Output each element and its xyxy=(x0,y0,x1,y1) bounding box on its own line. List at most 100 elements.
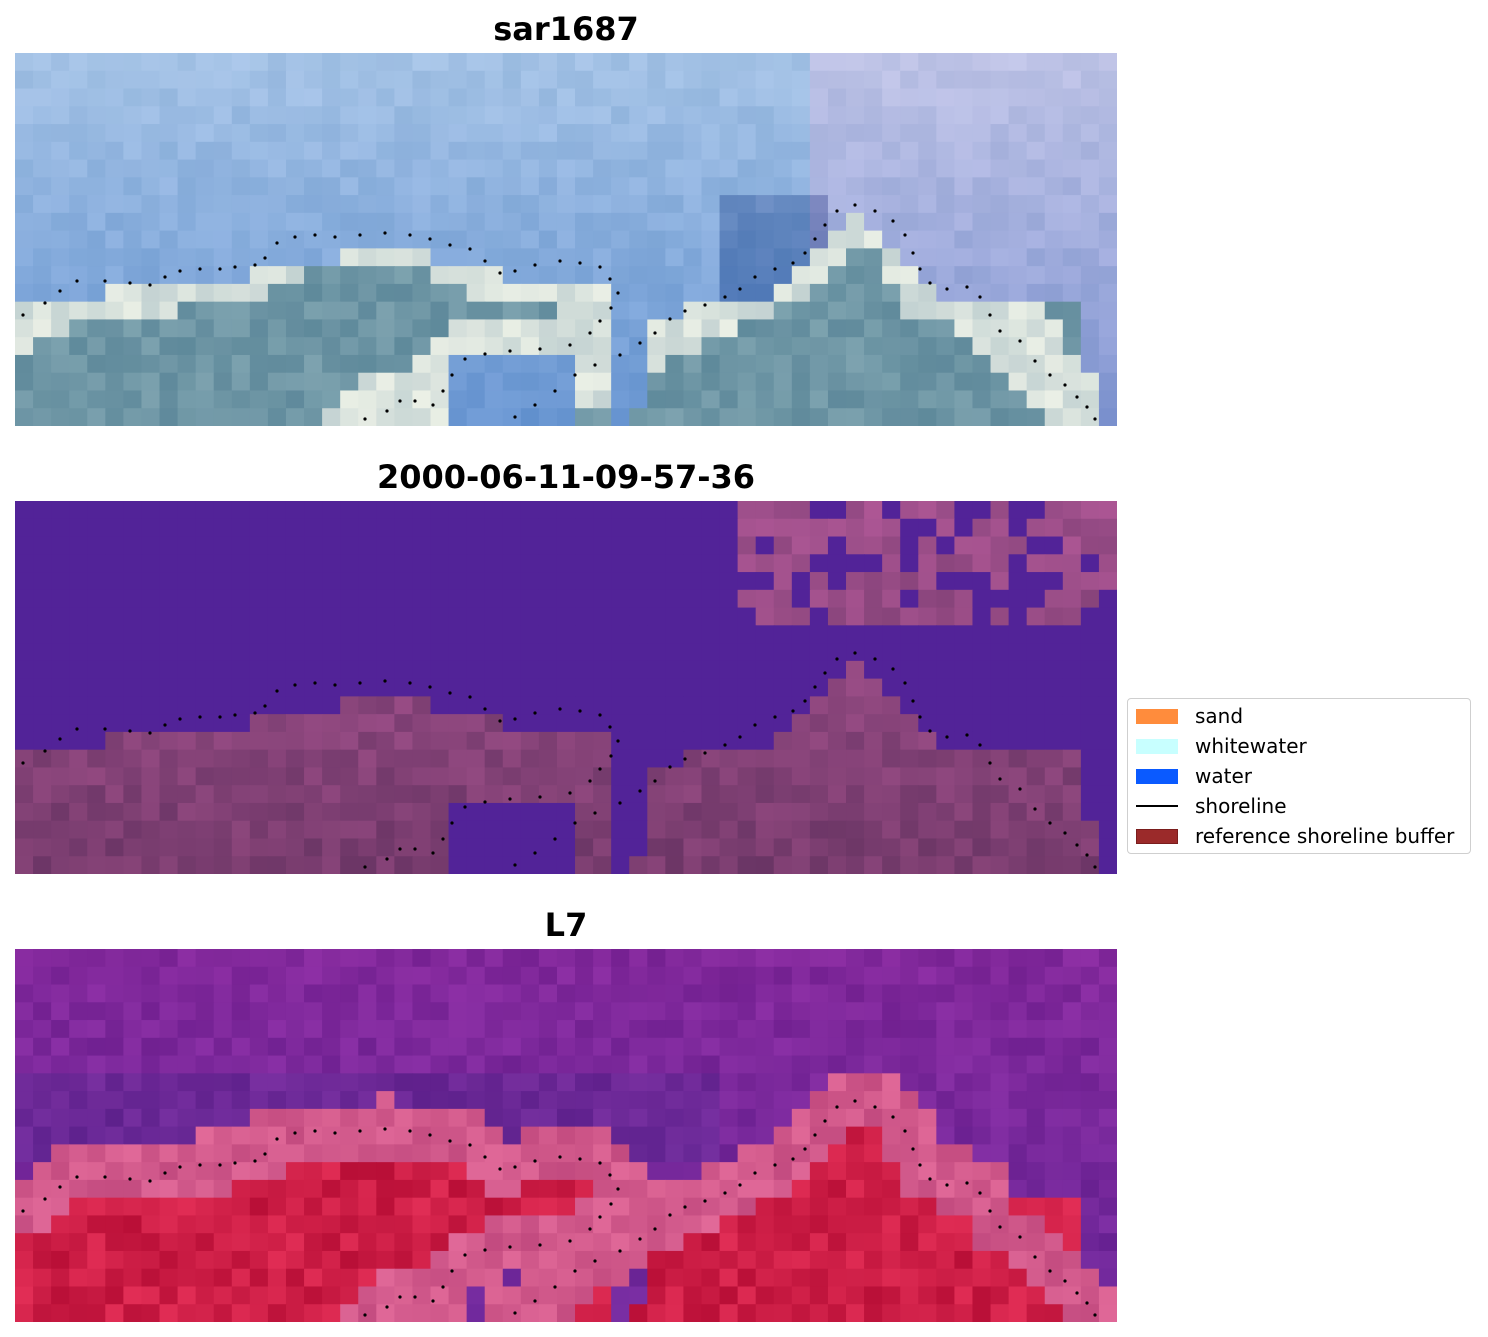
image-pixel xyxy=(195,1055,215,1074)
image-pixel xyxy=(177,625,197,644)
image-pixel xyxy=(376,607,395,626)
image-pixel xyxy=(809,984,829,1003)
image-pixel xyxy=(105,838,124,857)
image-pixel xyxy=(575,838,594,857)
image-pixel xyxy=(484,1002,504,1021)
image-pixel xyxy=(105,820,124,840)
shoreline-point xyxy=(683,309,687,313)
shoreline-point xyxy=(653,331,657,335)
image-pixel xyxy=(556,53,576,72)
image-pixel xyxy=(827,212,847,232)
image-pixel xyxy=(87,1162,106,1181)
image-pixel xyxy=(864,1073,883,1092)
image-pixel xyxy=(556,1144,576,1163)
image-pixel xyxy=(827,354,847,374)
image-pixel xyxy=(502,820,522,840)
image-pixel xyxy=(69,1286,88,1305)
image-pixel xyxy=(882,749,901,769)
image-pixel xyxy=(87,1268,106,1288)
image-pixel xyxy=(340,536,359,555)
shoreline-point xyxy=(413,1295,417,1299)
image-pixel xyxy=(448,106,468,125)
image-pixel xyxy=(1062,248,1082,267)
image-pixel xyxy=(791,802,811,822)
image-pixel xyxy=(177,1162,197,1181)
image-pixel xyxy=(430,354,450,374)
shoreline-point xyxy=(773,715,777,719)
image-pixel xyxy=(936,319,956,338)
image-pixel xyxy=(737,554,757,573)
image-pixel xyxy=(249,660,269,680)
image-pixel xyxy=(376,731,395,751)
image-pixel xyxy=(611,124,630,143)
image-pixel xyxy=(827,283,847,303)
image-pixel xyxy=(51,88,70,107)
image-pixel xyxy=(51,820,70,840)
image-pixel xyxy=(304,1002,323,1021)
image-pixel xyxy=(773,660,793,680)
image-pixel xyxy=(593,1197,612,1217)
image-pixel xyxy=(412,177,432,196)
image-pixel xyxy=(141,554,161,573)
image-pixel xyxy=(159,1304,179,1322)
image-pixel xyxy=(809,1250,829,1270)
image-pixel xyxy=(285,1179,305,1199)
image-pixel xyxy=(556,1179,576,1199)
image-pixel xyxy=(575,1020,594,1039)
image-pixel xyxy=(33,266,52,285)
image-pixel xyxy=(340,159,359,178)
image-pixel xyxy=(213,1073,233,1092)
shoreline-point xyxy=(178,269,182,273)
image-pixel xyxy=(1044,838,1064,857)
image-pixel xyxy=(231,696,251,715)
image-pixel xyxy=(1080,696,1100,715)
image-pixel xyxy=(412,1037,432,1057)
image-pixel xyxy=(231,53,251,72)
image-pixel xyxy=(1080,141,1100,161)
image-pixel xyxy=(466,949,486,968)
image-pixel xyxy=(69,949,88,968)
image-pixel xyxy=(538,159,558,178)
image-pixel xyxy=(51,607,70,626)
image-pixel xyxy=(882,1091,901,1110)
image-pixel xyxy=(538,984,558,1003)
image-pixel xyxy=(719,1037,739,1057)
image-pixel xyxy=(864,536,883,555)
image-pixel xyxy=(683,248,703,267)
image-pixel xyxy=(846,660,865,680)
shoreline-point xyxy=(578,709,582,713)
image-pixel xyxy=(1098,53,1117,72)
shoreline-point xyxy=(653,779,657,783)
image-pixel xyxy=(412,802,432,822)
shoreline-point xyxy=(513,717,517,721)
image-pixel xyxy=(105,141,124,161)
image-pixel xyxy=(394,643,414,662)
shoreline-point xyxy=(891,667,895,671)
image-pixel xyxy=(376,390,395,409)
image-pixel xyxy=(809,731,829,751)
image-pixel xyxy=(1026,283,1046,303)
shoreline-point xyxy=(483,1248,487,1252)
image-pixel xyxy=(304,248,323,267)
image-pixel xyxy=(538,1002,558,1021)
image-pixel xyxy=(665,767,685,786)
image-pixel xyxy=(791,820,811,840)
image-pixel xyxy=(159,714,179,733)
image-pixel xyxy=(105,731,124,751)
image-pixel xyxy=(719,337,739,356)
image-pixel xyxy=(683,301,703,321)
image-pixel xyxy=(394,1197,414,1217)
image-pixel xyxy=(484,124,504,143)
image-pixel xyxy=(882,319,901,338)
image-pixel xyxy=(412,856,432,874)
image-pixel xyxy=(665,1215,685,1234)
image-pixel xyxy=(123,572,143,591)
image-pixel xyxy=(285,802,305,822)
image-pixel xyxy=(195,696,215,715)
image-pixel xyxy=(683,749,703,769)
image-pixel xyxy=(484,1162,504,1181)
image-pixel xyxy=(1026,731,1046,751)
image-pixel xyxy=(990,1037,1010,1057)
image-pixel xyxy=(918,53,937,72)
image-pixel xyxy=(304,607,323,626)
